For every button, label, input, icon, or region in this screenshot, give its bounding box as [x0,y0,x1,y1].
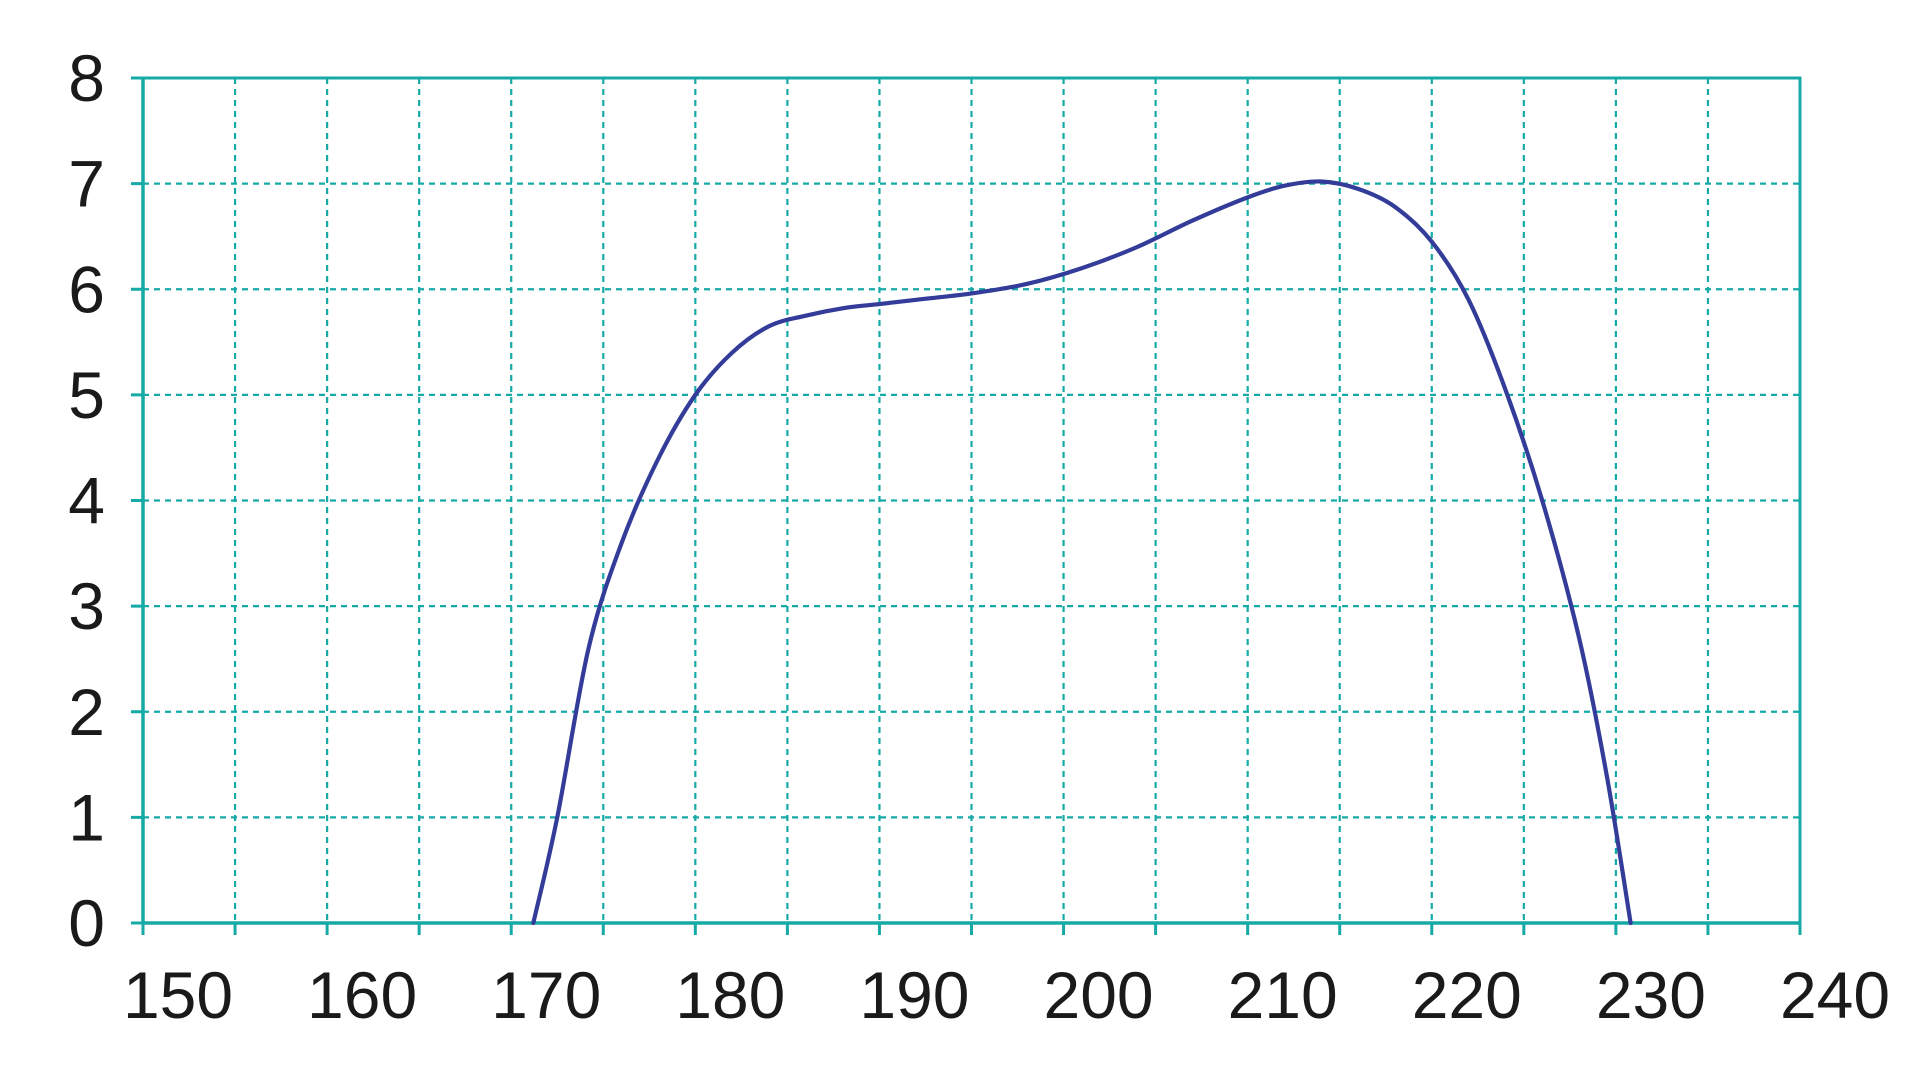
y-tick-label: 5 [68,358,105,432]
x-tick-label: 170 [491,958,601,1032]
y-axis: 0 1 2 3 4 5 6 7 8 [68,41,145,960]
y-tick-label: 4 [68,464,105,538]
x-tick-label: 180 [675,958,785,1032]
x-tick-label: 240 [1780,958,1890,1032]
x-tick-label: 190 [859,958,969,1032]
x-tick-label: 230 [1596,958,1706,1032]
x-tick-label: 210 [1228,958,1338,1032]
x-axis: 150 160 170 180 190 200 210 220 230 240 [123,921,1890,1032]
y-tick-label: 0 [68,886,105,960]
y-tick-label: 8 [68,41,105,115]
y-tick-label: 7 [68,147,105,221]
y-tick-label: 3 [68,569,105,643]
x-tick-label: 220 [1412,958,1522,1032]
y-tick-label: 1 [68,780,105,854]
series-line [531,179,1633,926]
series-layer [531,179,1633,926]
y-tick-label: 6 [68,252,105,326]
x-tick-label: 200 [1043,958,1153,1032]
x-tick-label: 150 [123,958,233,1032]
x-tick-label: 160 [307,958,417,1032]
y-tick-label: 2 [68,675,105,749]
grid-layer [141,76,1802,925]
